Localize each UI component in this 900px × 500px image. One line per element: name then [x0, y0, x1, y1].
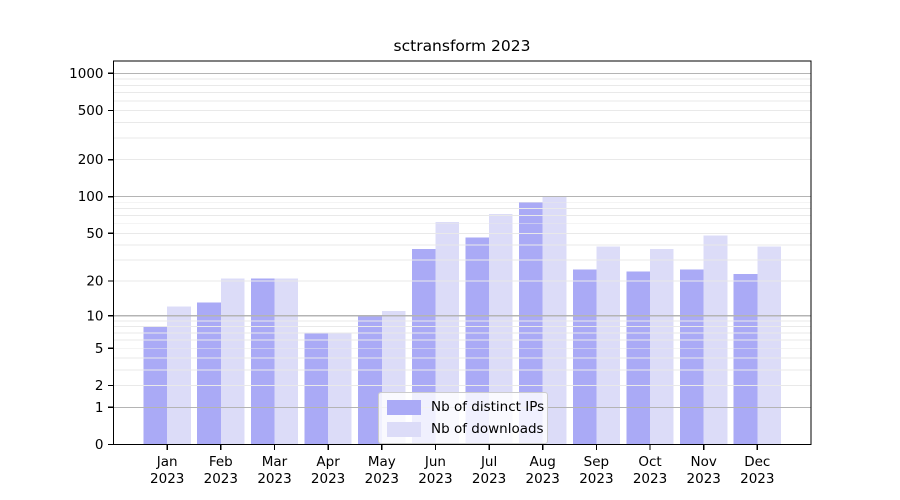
bar-downloads-dec — [757, 246, 781, 445]
x-axis-tick-label-month: Jan — [156, 454, 178, 470]
bar-downloads-apr — [328, 332, 352, 445]
x-axis-tick-label-month: Sep — [584, 454, 609, 470]
x-axis-tick-label-year: 2023 — [740, 471, 774, 487]
bar-downloads-sep — [596, 246, 620, 445]
legend-swatch-downloads — [387, 421, 421, 437]
bar-distinct-ips-sep — [572, 269, 597, 445]
x-axis-tick-label-month: Jul — [480, 454, 497, 470]
legend: Nb of distinct IPs Nb of downloads — [378, 392, 548, 444]
bar-downloads-feb — [220, 278, 245, 445]
y-axis-tick-label: 5 — [95, 341, 104, 357]
y-axis-tick-label: 200 — [78, 152, 104, 168]
legend-row-downloads: Nb of downloads — [387, 421, 544, 437]
x-axis-tick-label-year: 2023 — [633, 471, 667, 487]
x-axis-tick-label-year: 2023 — [579, 471, 613, 487]
x-axis-tick-label-year: 2023 — [257, 471, 291, 487]
legend-label-downloads: Nb of downloads — [431, 421, 544, 437]
bar-downloads-mar — [274, 278, 299, 445]
bar-distinct-ips-feb — [197, 302, 221, 445]
x-axis-tick-label-year: 2023 — [418, 471, 452, 487]
y-axis-tick-label: 100 — [78, 189, 104, 205]
x-axis-tick-label-month: Mar — [262, 454, 288, 470]
bar-distinct-ips-apr — [304, 332, 329, 445]
bar-distinct-ips-dec — [733, 273, 758, 445]
x-axis-tick-label-month: Dec — [744, 454, 770, 470]
x-axis-tick-label-month: May — [368, 454, 396, 470]
x-axis-tick-label-month: Aug — [530, 454, 556, 470]
y-axis-tick-label: 20 — [86, 274, 103, 290]
x-axis-tick-label-year: 2023 — [311, 471, 345, 487]
x-axis-tick-label-month: Oct — [638, 454, 661, 470]
x-axis-tick-label-year: 2023 — [150, 471, 184, 487]
bar-distinct-ips-mar — [250, 278, 275, 445]
y-axis-tick-label: 500 — [78, 103, 104, 119]
bar-downloads-oct — [650, 249, 674, 445]
x-axis-tick-label-year: 2023 — [472, 471, 506, 487]
legend-swatch-distinct-ips — [387, 399, 421, 415]
legend-label-distinct-ips: Nb of distinct IPs — [431, 399, 545, 415]
x-axis-tick-label-month: Apr — [316, 454, 340, 470]
chart-title: sctransform 2023 — [393, 37, 531, 55]
bar-downloads-jan — [167, 306, 191, 445]
y-axis-tick-label: 10 — [86, 308, 103, 324]
plot-frame — [112, 60, 812, 446]
bar-downloads-jul — [489, 214, 513, 445]
x-axis-tick-label-year: 2023 — [526, 471, 560, 487]
y-axis-tick-label: 50 — [86, 226, 103, 242]
bar-distinct-ips-nov — [680, 269, 704, 445]
y-axis-tick-label: 1000 — [69, 66, 103, 82]
x-axis-tick-label-year: 2023 — [687, 471, 721, 487]
x-axis-tick-label-month: Nov — [691, 454, 717, 470]
y-axis-tick-label: 2 — [95, 378, 104, 394]
x-axis-tick-label-year: 2023 — [204, 471, 238, 487]
x-axis-tick-label-month: Jun — [424, 454, 446, 470]
x-axis-tick-label-month: Feb — [209, 454, 233, 470]
legend-row-distinct-ips: Nb of distinct IPs — [387, 399, 544, 415]
y-axis-tick-label: 0 — [95, 437, 104, 453]
x-axis-tick-label-year: 2023 — [365, 471, 399, 487]
bar-distinct-ips-aug — [519, 202, 543, 445]
y-axis-tick-label: 1 — [95, 400, 104, 416]
